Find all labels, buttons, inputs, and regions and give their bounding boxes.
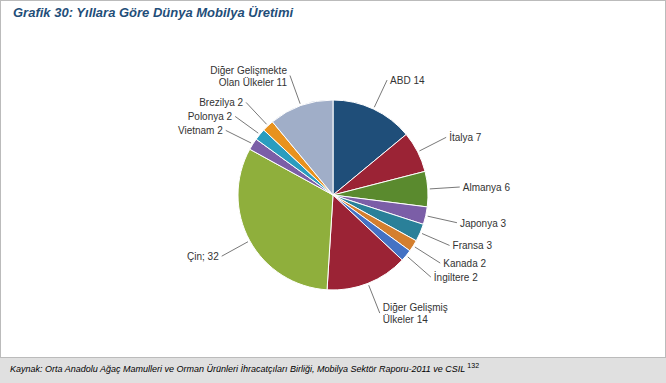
svg-text:Kanada 2: Kanada 2	[443, 258, 486, 269]
svg-text:İtalya 7: İtalya 7	[449, 131, 482, 143]
svg-text:Fransa 3: Fransa 3	[453, 240, 493, 251]
svg-text:ABD 14: ABD 14	[390, 75, 425, 86]
svg-text:Almanya 6: Almanya 6	[463, 182, 511, 193]
svg-text:Diğer GelişmişÜlkeler 14: Diğer GelişmişÜlkeler 14	[383, 302, 448, 325]
html-text:Kaynak: Orta Anadolu Ağaç Mamu: Kaynak: Orta Anadolu Ağaç Mamulleri ve O…	[10, 362, 479, 374]
svg-text:İngiltere 2: İngiltere 2	[434, 271, 478, 283]
svg-text:Çin; 32: Çin; 32	[187, 251, 219, 262]
svg-text:Japonya 3: Japonya 3	[460, 217, 507, 228]
svg-text:Brezilya 2: Brezilya 2	[199, 97, 243, 108]
svg-text:Polonya 2: Polonya 2	[188, 111, 233, 122]
svg-text:Vietnam 2: Vietnam 2	[178, 125, 223, 136]
svg-text:Diğer GelişmekteOlan Ülkeler 1: Diğer GelişmekteOlan Ülkeler 11	[210, 64, 287, 87]
html-text:Grafik 30: Yıllara Göre Dünya: Grafik 30: Yıllara Göre Dünya Mobilya Ür…	[13, 5, 294, 20]
